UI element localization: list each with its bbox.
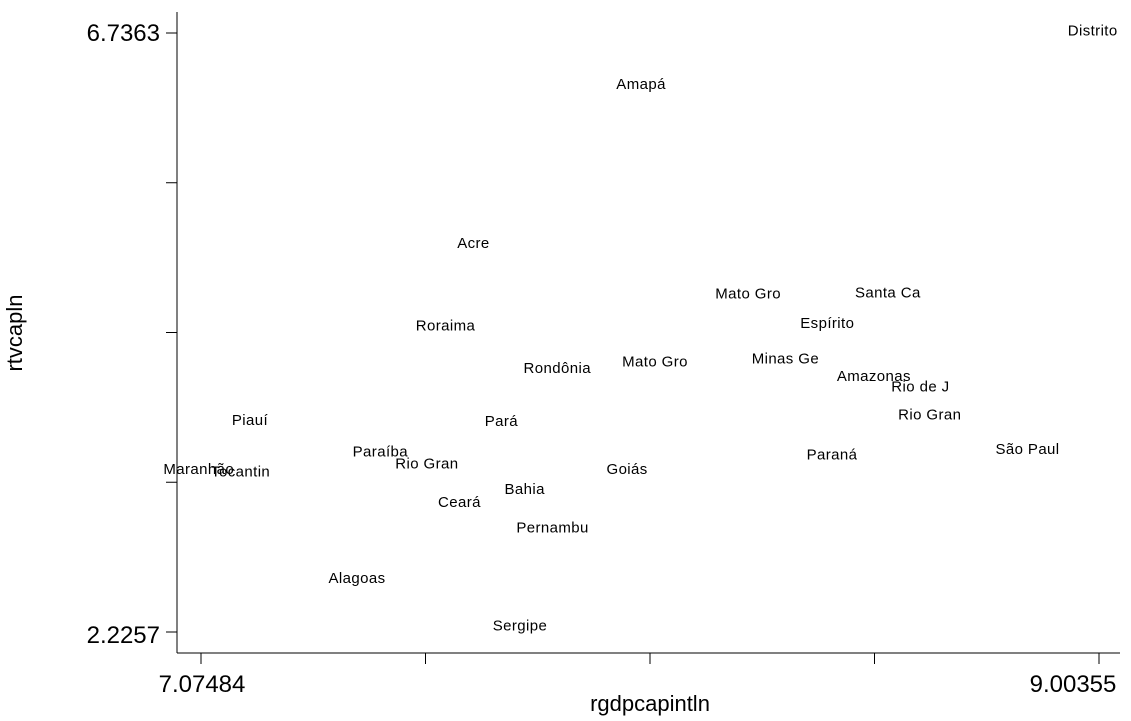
point-label: Santa Ca: [855, 284, 921, 301]
x-tick-label-right: 9.00355: [1030, 671, 1117, 698]
point-label: Minas Ge: [752, 351, 819, 368]
point-label: Mato Gro: [715, 286, 781, 303]
point-label: Rio de J: [891, 379, 949, 396]
point-label: Piauí: [232, 412, 269, 429]
point-label: Paraná: [807, 446, 858, 463]
point-label: Goiás: [607, 461, 648, 478]
plot-area: Distrito Amapá Acre Mato Gro Santa CaEspírit…: [163, 12, 1120, 664]
point-label: Pará: [485, 413, 519, 430]
point-label: Maranhão: [163, 461, 234, 478]
point-label: Espírito: [800, 315, 854, 332]
y-tick-label-top: 6.7363: [87, 20, 160, 47]
point-label: Pernambu: [516, 519, 588, 536]
point-label: Amapá: [616, 76, 666, 93]
point-label: Rio Gran: [898, 406, 961, 423]
y-tick-label-bottom: 2.2257: [87, 622, 160, 649]
point-label: Rio Gran: [395, 456, 458, 473]
point-label: Bahia: [504, 481, 545, 498]
point-label: Rondônia: [524, 360, 592, 377]
point-label: Alagoas: [329, 570, 386, 587]
y-ticks: [166, 32, 177, 633]
point-label: Roraima: [416, 317, 476, 334]
x-axis-title: rgdpcapintln: [590, 691, 710, 716]
point-label: Paraíba: [353, 444, 409, 461]
point-label: Tocantin: [211, 464, 270, 481]
x-tick-label-left: 7.07484: [159, 671, 246, 698]
point-label: São Paul: [995, 441, 1059, 458]
point-label: Sergipe: [493, 618, 548, 635]
point-label: Acre: [457, 235, 489, 252]
point-labels: Distrito Amapá Acre Mato Gro Santa CaEspírit…: [163, 23, 1117, 635]
point-label: Mato Gro: [622, 353, 688, 370]
point-label: Amazonas: [837, 368, 911, 385]
point-label: Distrito: [1068, 23, 1118, 40]
point-label: Ceará: [438, 494, 481, 511]
x-ticks: [200, 653, 1100, 664]
y-axis-title: rtvcapln: [2, 294, 27, 371]
